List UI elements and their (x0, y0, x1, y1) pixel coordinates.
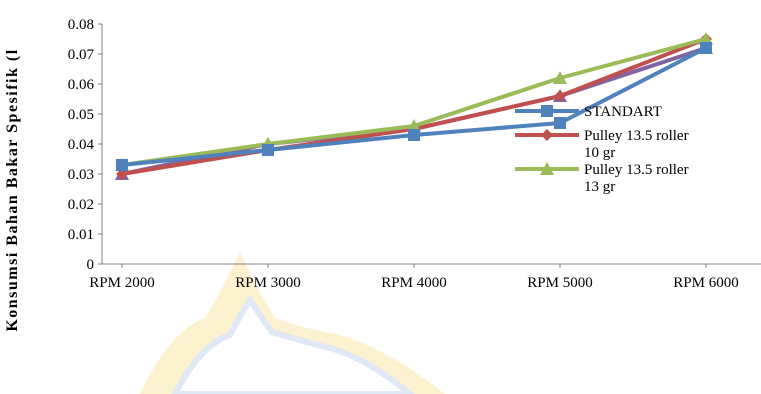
series (116, 42, 712, 171)
watermark-emblem-inner (171, 294, 415, 394)
legend-label: 13 gr (584, 179, 615, 195)
y-tick-label: 0.01 (68, 227, 94, 243)
x-tick-label: RPM 3000 (235, 275, 300, 291)
data-point (554, 117, 566, 129)
y-tick-label: 0.03 (68, 167, 94, 183)
data-point (116, 159, 128, 171)
x-tick-label: RPM 4000 (381, 275, 446, 291)
y-tick-labels: 0 0.01 0.02 0.03 0.04 0.05 0.06 0.07 0.08 (68, 17, 102, 273)
x-tick-label: RPM 5000 (527, 275, 592, 291)
data-point (541, 129, 553, 141)
y-tick-label: 0.06 (68, 77, 95, 93)
x-tick-label: RPM 6000 (673, 275, 738, 291)
y-tick-label: 0.08 (68, 17, 94, 33)
series (115, 32, 713, 171)
data-point (408, 129, 420, 141)
data-point (554, 90, 566, 102)
legend-item: STANDART (515, 104, 662, 120)
data-point (700, 42, 712, 54)
y-tick-label: 0 (87, 257, 95, 273)
legend-label: Pulley 13.5 roller (584, 128, 689, 144)
legend-label: Pulley 13.5 roller (584, 162, 689, 178)
y-axis-label: Konsumsi Bahan Bakar Spesifik (l (4, 48, 21, 331)
data-point (262, 144, 274, 156)
series-line (121, 37, 707, 167)
y-tick-label: 0.02 (68, 197, 94, 213)
data-point (541, 105, 553, 117)
y-tick-label: 0.05 (68, 107, 94, 123)
x-tick-labels: RPM 2000 RPM 3000 RPM 4000 RPM 5000 RPM 6000 (89, 264, 739, 291)
series-layer (115, 32, 713, 180)
x-tick-label: RPM 2000 (89, 275, 154, 291)
legend-label: 10 gr (584, 145, 615, 161)
watermark (140, 252, 445, 394)
legend-label: STANDART (584, 104, 662, 120)
axes (101, 24, 761, 265)
y-tick-label: 0.07 (68, 47, 95, 63)
data-point (540, 162, 554, 175)
data-point (699, 32, 713, 45)
data-point (407, 119, 421, 132)
data-point (553, 71, 567, 84)
y-tick-label: 0.04 (68, 137, 95, 153)
